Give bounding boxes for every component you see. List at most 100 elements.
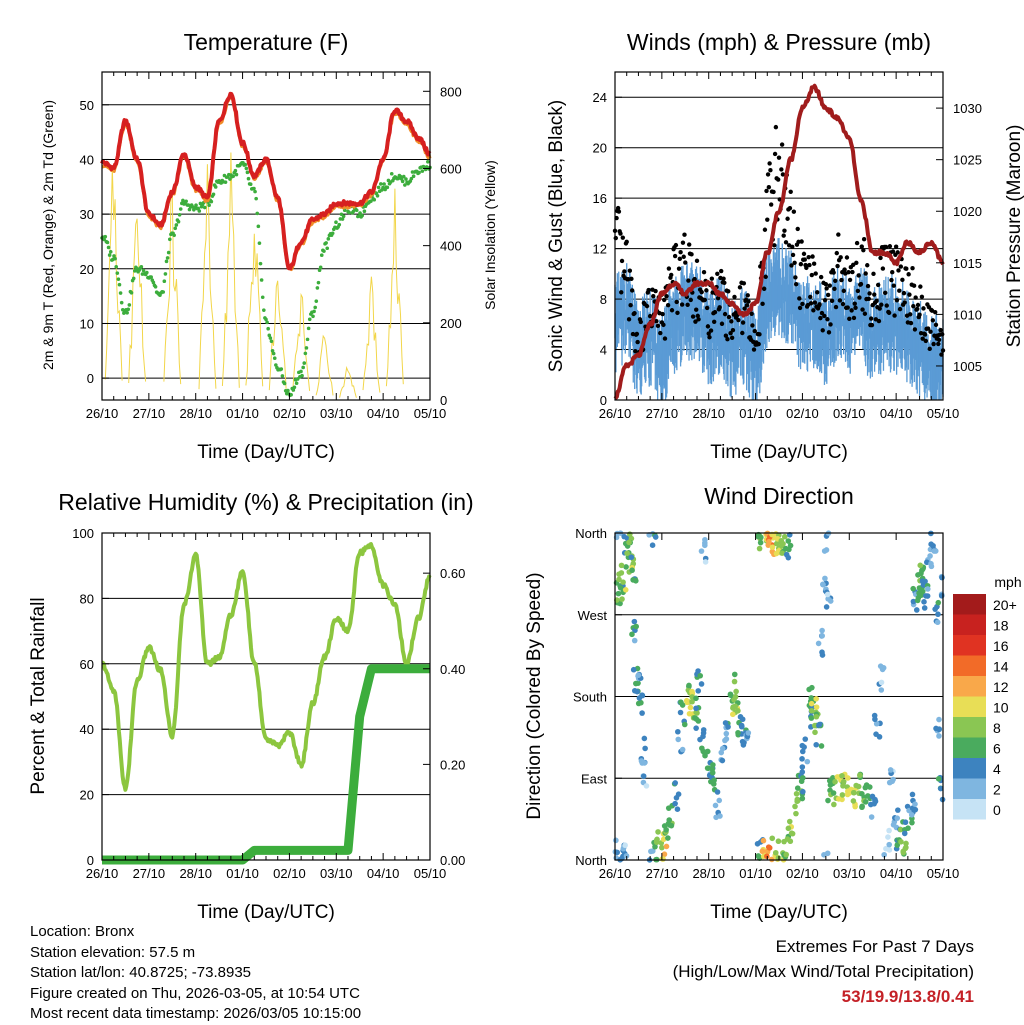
gust-point bbox=[676, 266, 682, 271]
gust-point bbox=[793, 275, 798, 280]
gust-point bbox=[847, 277, 853, 283]
gust-point bbox=[619, 258, 625, 264]
dewpoint-point bbox=[325, 246, 330, 251]
wind-direction-point bbox=[618, 570, 625, 576]
gust-point bbox=[658, 330, 663, 336]
dewpoint-point bbox=[417, 170, 421, 175]
y2-tick-label: 1015 bbox=[953, 256, 982, 271]
wind-direction-point bbox=[702, 559, 709, 565]
legend-swatch bbox=[953, 799, 986, 820]
speed-legend bbox=[953, 594, 986, 820]
dewpoint-point bbox=[341, 214, 346, 219]
gust-point bbox=[613, 235, 618, 241]
wind-direction-point bbox=[823, 604, 830, 610]
legend-label: 12 bbox=[993, 679, 1009, 695]
y-tick-label: 12 bbox=[593, 242, 607, 257]
gust-point bbox=[776, 155, 782, 160]
dewpoint-point bbox=[426, 160, 430, 164]
dewpoint-point bbox=[375, 193, 380, 198]
dewpoint-point bbox=[304, 346, 309, 350]
wind-direction-point bbox=[695, 688, 702, 694]
y2-tick-label: 200 bbox=[440, 316, 462, 331]
direction-label: North bbox=[575, 853, 607, 868]
wind-direction-point bbox=[935, 776, 942, 782]
gust-point bbox=[874, 298, 879, 304]
dewpoint-point bbox=[313, 305, 318, 310]
chart-title: Relative Humidity (%) & Precipitation (i… bbox=[58, 489, 473, 515]
wind-direction-point bbox=[815, 640, 822, 647]
gust-point bbox=[742, 306, 747, 311]
gust-point bbox=[655, 323, 661, 329]
wind-direction-point bbox=[793, 790, 800, 797]
dewpoint-point bbox=[233, 168, 238, 173]
wind-direction-point bbox=[693, 725, 699, 731]
wind-direction-point bbox=[648, 848, 654, 855]
wind-direction-point bbox=[700, 727, 707, 733]
wind-direction-point bbox=[686, 682, 692, 689]
wind-direction-point bbox=[727, 692, 734, 698]
dewpoint-point bbox=[105, 240, 110, 245]
gust-point bbox=[908, 320, 914, 326]
gust-point bbox=[825, 317, 830, 322]
gust-point bbox=[847, 316, 852, 321]
gust-point bbox=[798, 261, 804, 267]
wind-direction-point bbox=[629, 567, 635, 574]
wind-direction-point bbox=[714, 789, 721, 795]
extremes-box: Extremes For Past 7 Days (High/Low/Max W… bbox=[673, 934, 974, 1009]
dewpoint-point bbox=[307, 317, 312, 322]
wind-direction-point bbox=[745, 730, 752, 736]
gust-point bbox=[876, 318, 882, 324]
wind-direction-point bbox=[725, 724, 731, 730]
dewpoint-point bbox=[165, 256, 170, 260]
dewpoint-point bbox=[131, 276, 136, 281]
wind-direction-point bbox=[850, 789, 857, 796]
dewpoint-point bbox=[354, 208, 359, 213]
wind-direction-point bbox=[638, 758, 645, 764]
gust-point bbox=[756, 341, 761, 347]
y2-tick-label: 0.00 bbox=[440, 853, 465, 868]
gust-point bbox=[800, 301, 805, 307]
gust-point bbox=[808, 294, 813, 300]
gust-point bbox=[638, 319, 643, 325]
wind-direction-point bbox=[840, 778, 847, 785]
dewpoint-point bbox=[178, 207, 183, 211]
wind-direction-point bbox=[859, 791, 865, 797]
y2-axis-label: Solar Insolation (Yellow) bbox=[482, 160, 498, 310]
dewpoint-point bbox=[119, 300, 124, 305]
gust-point bbox=[915, 302, 921, 308]
wind-direction-point bbox=[821, 548, 828, 554]
gust-point bbox=[852, 301, 857, 306]
gust-point bbox=[694, 258, 700, 264]
gust-point bbox=[804, 265, 809, 271]
x-tick-label: 26/10 bbox=[599, 406, 632, 421]
gust-point bbox=[792, 260, 797, 265]
gust-point bbox=[867, 291, 872, 296]
wind-direction-point bbox=[710, 781, 717, 787]
gust-point bbox=[836, 232, 841, 237]
wind-direction-point bbox=[621, 533, 627, 540]
legend-swatch bbox=[953, 758, 986, 779]
y-tick-label: 20 bbox=[80, 788, 94, 803]
wind-direction-point bbox=[661, 851, 668, 858]
dewpoint-point bbox=[174, 223, 179, 227]
gust-point bbox=[844, 255, 850, 260]
dewpoint-point bbox=[127, 303, 132, 307]
dewpoint-point bbox=[231, 174, 235, 179]
gust-point bbox=[732, 294, 737, 300]
gust-point bbox=[908, 312, 913, 317]
dewpoint-point bbox=[369, 199, 373, 203]
gust-point bbox=[654, 318, 659, 324]
wind-direction-point bbox=[665, 805, 672, 811]
gust-point bbox=[736, 317, 741, 323]
wind-direction-point bbox=[808, 715, 815, 721]
gust-point bbox=[635, 339, 640, 345]
legend-label: 16 bbox=[993, 638, 1009, 654]
gust-point bbox=[815, 290, 820, 295]
wind-direction-point bbox=[913, 607, 920, 613]
wind-direction-point bbox=[675, 728, 681, 735]
wind-direction-point bbox=[668, 822, 675, 829]
gust-point bbox=[680, 240, 686, 245]
dewpoint-point bbox=[114, 264, 119, 269]
dewpoint-point bbox=[107, 253, 112, 257]
dewpoint-point bbox=[177, 212, 182, 217]
